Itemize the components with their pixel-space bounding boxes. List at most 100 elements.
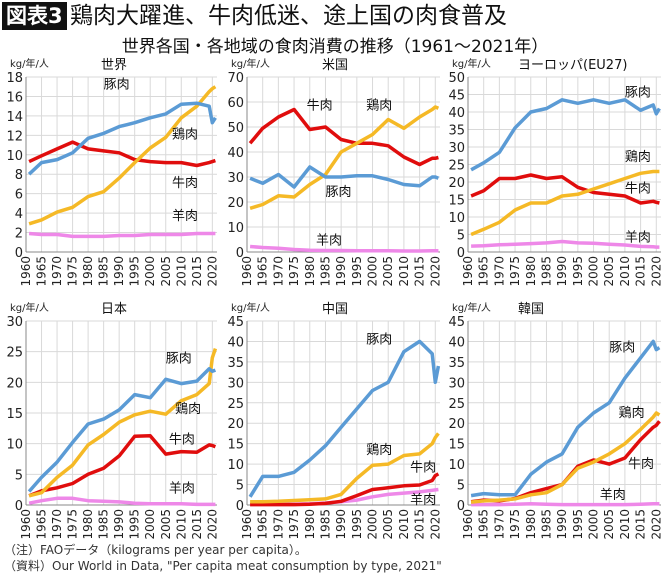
x-tick-label: 2010	[397, 256, 411, 287]
y-tick-label: 15	[448, 438, 465, 453]
series-line-羊肉	[28, 231, 216, 239]
x-tick-label: 2005	[381, 509, 395, 540]
series-line-鶏肉	[250, 432, 440, 504]
x-tick-label: 2015	[190, 509, 204, 540]
x-tick-label: 1970	[271, 256, 285, 287]
y-tick-label: 20	[448, 176, 465, 191]
y-tick-label: 5	[236, 479, 244, 494]
y-tick-label: 45	[448, 89, 465, 104]
x-tick-label: 2020	[649, 256, 663, 287]
x-tick-label: 1970	[50, 256, 64, 287]
x-tick-label: 1960	[19, 509, 33, 540]
x-tick-label: 1975	[287, 256, 301, 287]
series-label: 牛肉	[410, 460, 436, 475]
x-tick-label: 1965	[477, 509, 491, 540]
chart-title: ヨーロッパ(EU27)	[518, 58, 627, 73]
y-tick-label: 25	[6, 346, 23, 361]
x-tick-label: 2015	[413, 509, 427, 540]
x-tick-label: 2020	[205, 509, 219, 540]
x-tick-label: 2005	[381, 256, 395, 287]
series-label: 牛肉	[172, 176, 198, 191]
chart-title: 日本	[101, 302, 127, 317]
y-tick-label: 40	[448, 106, 465, 121]
series-line-鶏肉	[470, 411, 661, 504]
series-label: 鶏肉	[619, 406, 645, 421]
x-tick-label: 1975	[66, 256, 80, 287]
y-axis-title: kg/年/人	[452, 301, 491, 314]
x-tick-label: 1985	[318, 509, 332, 540]
x-tick-label: 2000	[587, 256, 601, 287]
y-tick-label: 10	[448, 458, 465, 473]
x-tick-label: 1980	[81, 509, 95, 540]
series-label: 牛肉	[169, 433, 195, 448]
x-tick-label: 1960	[19, 256, 33, 287]
series-label: 豚肉	[104, 78, 130, 93]
x-tick-label: 1985	[539, 509, 553, 540]
x-tick-label: 2005	[159, 509, 173, 540]
x-tick-label: 1975	[508, 509, 522, 540]
x-tick-label: 2020	[205, 256, 219, 287]
y-tick-label: 0	[236, 246, 244, 261]
x-tick-label: 1975	[287, 509, 301, 540]
x-tick-label: 2010	[174, 509, 188, 540]
series-line-鶏肉	[470, 169, 660, 237]
y-tick-label: 35	[448, 124, 465, 139]
x-tick-label: 2000	[587, 509, 601, 540]
series-label: 牛肉	[628, 457, 654, 472]
series-label: 羊肉	[410, 492, 436, 508]
y-tick-label: 40	[227, 335, 244, 350]
y-tick-label: 45	[448, 315, 465, 330]
x-tick-label: 2010	[618, 509, 632, 540]
x-tick-label: 1965	[35, 256, 49, 287]
x-tick-label: 1960	[240, 256, 254, 287]
y-tick-label: 25	[448, 397, 465, 412]
y-tick-label: 50	[227, 121, 244, 136]
y-axis-title: kg/年/人	[10, 57, 49, 70]
y-tick-label: 60	[227, 96, 244, 111]
x-tick-label: 2015	[413, 256, 427, 287]
y-tick-label: 0	[457, 246, 465, 261]
series-line-豚肉	[470, 339, 661, 498]
x-tick-label: 2015	[634, 509, 648, 540]
y-tick-label: 14	[6, 110, 23, 125]
y-tick-label: 6	[15, 188, 23, 203]
series-line-豚肉	[27, 101, 217, 176]
figure-title: 鶏肉大躍進、牛肉低迷、途上国の肉食普及	[70, 3, 507, 29]
series-label: 鶏肉	[172, 127, 198, 142]
series-label: 羊肉	[625, 230, 651, 246]
y-tick-label: 10	[6, 149, 23, 164]
x-tick-label: 2020	[428, 509, 442, 540]
x-tick-label: 1980	[524, 256, 538, 287]
series-label: 鶏肉	[366, 99, 392, 114]
x-tick-label: 1995	[128, 509, 142, 540]
y-tick-label: 18	[6, 71, 23, 86]
x-tick-label: 1990	[112, 509, 126, 540]
series-label: 鶏肉	[175, 402, 201, 417]
y-tick-label: 2	[15, 227, 23, 242]
x-tick-label: 1990	[555, 509, 569, 540]
series-line-羊肉	[249, 244, 439, 253]
y-tick-label: 0	[236, 499, 244, 514]
y-tick-label: 0	[457, 499, 465, 514]
y-tick-label: 12	[6, 129, 23, 144]
series-label: 豚肉	[366, 332, 392, 347]
x-tick-label: 1985	[539, 256, 553, 287]
y-tick-label: 10	[6, 438, 23, 453]
x-tick-label: 1965	[477, 256, 491, 287]
x-tick-label: 1980	[524, 509, 538, 540]
series-label: 豚肉	[325, 185, 351, 200]
y-tick-label: 20	[227, 417, 244, 432]
series-line-羊肉	[471, 502, 660, 507]
x-tick-label: 2005	[602, 509, 616, 540]
series-label: 鶏肉	[625, 150, 651, 165]
y-axis-title: kg/年/人	[452, 57, 491, 70]
y-tick-label: 8	[15, 168, 23, 183]
y-tick-label: 20	[448, 417, 465, 432]
y-tick-label: 30	[6, 315, 23, 330]
series-label: 羊肉	[600, 487, 626, 503]
chart-title: 中国	[322, 302, 348, 317]
